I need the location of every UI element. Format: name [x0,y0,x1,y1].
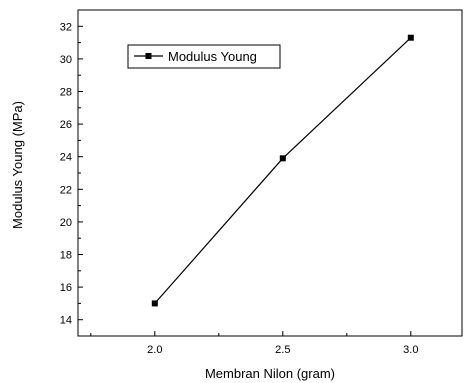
y-tick-label: 28 [60,87,72,99]
y-tick-label: 16 [60,282,72,294]
y-tick-label: 22 [60,184,72,196]
x-tick-label: 3.0 [403,344,418,356]
y-axis-title: Modulus Young (MPa) [10,101,25,229]
y-tick-label: 24 [60,152,72,164]
y-tick-label: 26 [60,119,72,131]
legend-box [127,44,281,69]
data-point-marker [279,155,286,162]
series-layer [151,34,414,307]
y-tick-label: 14 [60,315,72,327]
data-point-marker [151,300,158,307]
y-tick-label: 20 [60,217,72,229]
legend-label-modulus-young: Modulus Young [168,49,257,64]
y-tick-label: 18 [60,250,72,262]
legend-marker [145,53,152,59]
ticks-layer: 14 16 18 20 22 24 26 28 30 32 2.0 2.5 3.0 [60,9,418,356]
data-point-marker [407,34,414,41]
y-tick-label: 32 [60,21,72,33]
series-line-modulus-young [154,37,412,304]
legend: Modulus Young [127,44,281,69]
y-tick-label: 30 [60,54,72,66]
x-tick-label: 2.0 [147,344,162,356]
x-axis-title: Membran Nilon (gram) [205,366,335,381]
x-tick-label: 2.5 [275,344,290,356]
